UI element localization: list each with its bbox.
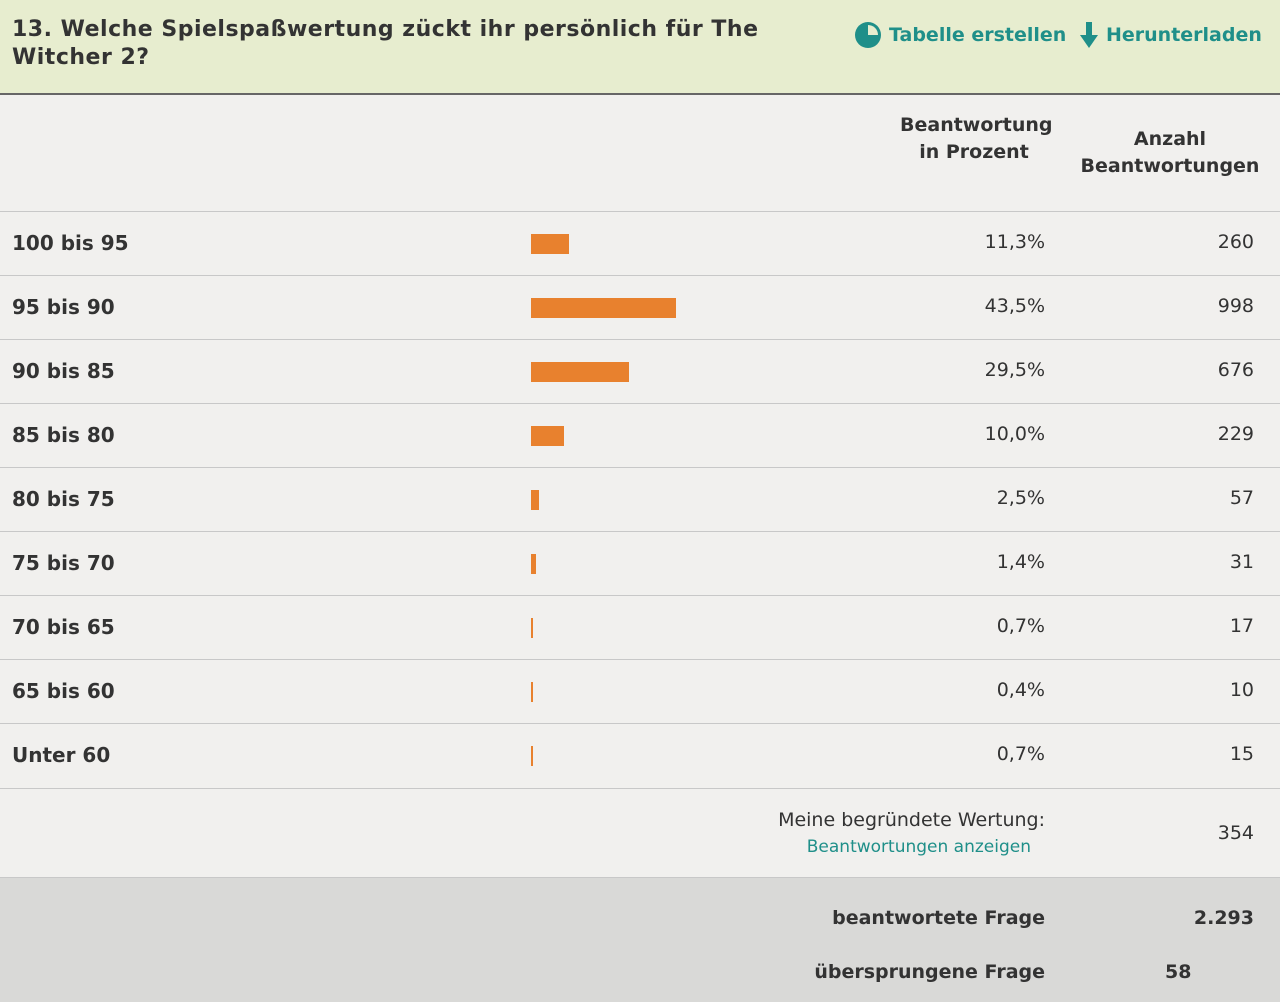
column-header: Beantwortung in Prozent: [900, 114, 1053, 163]
answer-label: 75 bis 70: [12, 551, 115, 575]
header: 13. Welche Spielspaßwertung zückt ihr pe…: [0, 0, 1280, 95]
answer-label: 85 bis 80: [12, 423, 115, 447]
count-text: 229: [1217, 423, 1254, 445]
answered-value: 2.293: [1193, 907, 1254, 929]
answer-row: Unter 60 0,7% 15: [0, 723, 1280, 787]
down-arrow-icon: [1080, 22, 1098, 48]
percent-text: 0,7%: [996, 615, 1045, 637]
answer-label: 70 bis 65: [12, 615, 115, 639]
action-text: Herunterladen: [1106, 24, 1262, 46]
answer-row: 65 bis 60 0,4% 10: [0, 659, 1280, 723]
summary: beantwortete Frage 2.293 übersprungene F…: [0, 877, 1280, 1002]
percent-bar: [531, 490, 540, 510]
answer-row: 85 bis 80 10,0% 229: [0, 403, 1280, 467]
count-text: 17: [1229, 615, 1254, 637]
percent-text: 43,5%: [984, 295, 1045, 317]
answer-label: 95 bis 90: [12, 295, 115, 319]
answer-row: 95 bis 90 43,5% 998: [0, 275, 1280, 339]
percent-bar: [531, 554, 536, 574]
answer-row: 70 bis 65 0,7% 17: [0, 595, 1280, 659]
answer-row: 80 bis 75 2,5% 57: [0, 467, 1280, 531]
question-title: 13. Welche Spielspaßwertung zückt ihr pe…: [12, 17, 759, 70]
percent-bar: [531, 746, 534, 766]
answer-label: 100 bis 95: [12, 231, 129, 255]
other-label: Meine begründete Wertung:: [778, 809, 1045, 831]
other-row: Meine begründete Wertung: Beantwortungen…: [0, 788, 1280, 877]
percent-text: 10,0%: [984, 423, 1045, 445]
percent-text: 2,5%: [996, 487, 1045, 509]
percent-bar: [531, 298, 676, 318]
answer-row: 90 bis 85 29,5% 676: [0, 339, 1280, 403]
action-text: Tabelle erstellen: [889, 24, 1067, 46]
percent-text: 0,4%: [996, 679, 1045, 701]
percent-bar: [531, 618, 534, 638]
percent-text: 0,7%: [996, 743, 1045, 765]
answer-label: 80 bis 75: [12, 487, 115, 511]
count-text: 10: [1229, 679, 1254, 701]
count-text: 31: [1229, 551, 1254, 573]
skipped-label: übersprungene Frage: [814, 961, 1045, 983]
percent-text: 29,5%: [984, 359, 1045, 381]
percent-bar: [531, 426, 565, 446]
answer-label: 65 bis 60: [12, 679, 115, 703]
answered-label: beantwortete Frage: [832, 907, 1045, 929]
show-answers-link[interactable]: Beantwortungen anzeigen: [806, 837, 1031, 857]
column-header: Anzahl Beantwortungen: [1080, 128, 1260, 177]
count-text: 15: [1229, 743, 1254, 765]
pie-icon: [855, 22, 881, 48]
percent-bar: [531, 362, 630, 382]
percent-text: 11,3%: [984, 231, 1045, 253]
answer-label: Unter 60: [12, 743, 111, 767]
answer-row: 100 bis 95 11,3% 260: [0, 211, 1280, 275]
percent-bar: [531, 234, 569, 254]
download-link[interactable]: Herunterladen: [1078, 20, 1262, 50]
count-text: 57: [1229, 487, 1254, 509]
percent-bar: [531, 682, 533, 702]
other-count: 354: [1217, 822, 1254, 844]
create-table-link[interactable]: Tabelle erstellen: [853, 20, 1066, 50]
answer-row: 75 bis 70 1,4% 31: [0, 531, 1280, 595]
count-text: 676: [1217, 359, 1254, 381]
percent-text: 1,4%: [996, 551, 1045, 573]
count-text: 998: [1217, 295, 1254, 317]
skipped-value: 58: [1165, 961, 1192, 983]
count-text: 260: [1217, 231, 1254, 253]
answer-label: 90 bis 85: [12, 359, 115, 383]
